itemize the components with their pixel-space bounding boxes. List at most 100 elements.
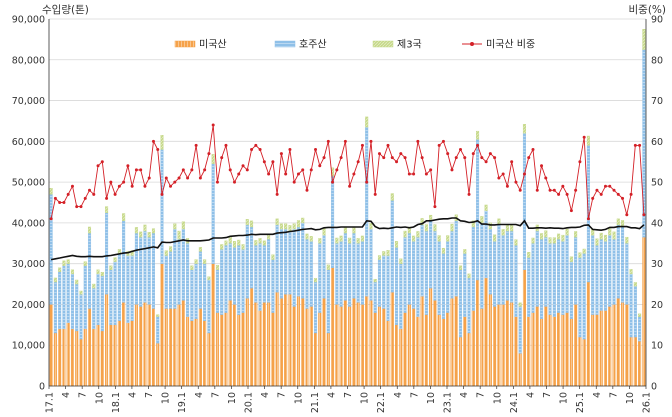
bar-au	[552, 243, 556, 317]
bar-au	[603, 241, 608, 311]
legend: 미국산 호주산 제3국 미국산 비중	[174, 39, 535, 51]
bar-au	[66, 263, 70, 323]
y-left-tick-label: 70,000	[12, 96, 45, 107]
bar-au	[53, 281, 57, 334]
bar-us	[258, 310, 262, 387]
bar-us	[625, 304, 629, 387]
bar-au	[322, 234, 326, 299]
bar-other	[557, 233, 561, 240]
share-point	[331, 180, 335, 184]
share-point	[113, 192, 117, 196]
bar-us	[484, 277, 488, 387]
bar-au	[510, 230, 514, 303]
bar-au	[194, 263, 198, 319]
bar-other	[441, 247, 445, 254]
bar-other	[565, 228, 569, 236]
share-point	[416, 139, 420, 143]
bar-us	[331, 267, 335, 387]
share-point	[540, 164, 544, 168]
bar-au	[412, 241, 416, 309]
share-point	[638, 143, 642, 147]
bar-other	[510, 224, 514, 232]
share-point	[296, 172, 300, 176]
bar-au	[365, 126, 369, 297]
bar-other	[548, 237, 552, 244]
share-point	[382, 156, 386, 160]
bar-other	[241, 244, 245, 250]
bar-au	[369, 228, 373, 301]
bar-other	[450, 223, 454, 232]
bar-au	[117, 253, 121, 321]
bar-au	[109, 269, 113, 326]
bar-au	[203, 263, 207, 321]
share-point	[314, 147, 318, 151]
bar-other	[87, 226, 92, 234]
bar-au	[186, 243, 190, 317]
bar-us	[318, 312, 322, 387]
bar-other	[279, 223, 283, 230]
bar-au	[267, 238, 271, 303]
x-tick-label: 17.1	[45, 392, 56, 413]
bar-other	[194, 259, 198, 264]
bar-other	[105, 206, 109, 213]
bar-au	[279, 228, 283, 299]
bar-us	[454, 296, 458, 387]
share-point	[173, 180, 177, 184]
share-point	[109, 180, 113, 184]
bar-other	[642, 28, 646, 50]
bar-us	[296, 296, 300, 387]
bar-other	[139, 231, 143, 238]
share-point	[66, 192, 70, 196]
bar-au	[134, 232, 138, 305]
bar-us	[279, 298, 283, 387]
bar-other	[522, 124, 526, 134]
bar-us	[160, 263, 164, 387]
x-tick-label: 18.1	[111, 392, 122, 413]
share-point	[642, 213, 646, 217]
x-tick-label: 4	[592, 392, 603, 398]
bar-other	[373, 278, 377, 283]
share-point	[459, 147, 463, 151]
bar-au	[326, 269, 330, 334]
share-point	[254, 143, 258, 147]
share-point	[228, 168, 232, 172]
bar-au	[441, 253, 445, 319]
bar-us	[463, 316, 467, 387]
bar-us	[122, 302, 126, 387]
bar-us	[382, 308, 386, 387]
bar-us	[437, 314, 441, 387]
share-point	[275, 192, 279, 196]
share-point	[582, 135, 586, 139]
x-tick-label: 7	[277, 392, 288, 398]
bar-us	[412, 308, 416, 387]
stacked-bars	[49, 28, 646, 387]
bar-au	[79, 294, 83, 340]
share-point	[309, 168, 313, 172]
bar-au	[493, 241, 497, 307]
bar-other	[352, 227, 356, 234]
x-tick-label: 4	[194, 392, 205, 398]
x-tick-label: 4	[326, 392, 337, 398]
bar-au	[625, 243, 629, 305]
bar-au	[58, 271, 62, 330]
share-point	[535, 188, 539, 192]
bar-au	[548, 243, 552, 315]
bar-other	[365, 116, 369, 128]
bar-other	[629, 269, 633, 275]
x-tick-label: 4	[260, 392, 271, 398]
bar-other	[599, 232, 603, 240]
bar-other	[616, 218, 620, 226]
bar-other	[377, 255, 382, 260]
share-point	[586, 217, 590, 221]
bar-au	[331, 175, 335, 268]
bar-au	[582, 253, 586, 340]
bar-us	[599, 310, 603, 387]
bar-us	[429, 287, 433, 387]
share-point	[356, 160, 360, 164]
bar-au	[463, 253, 467, 317]
bar-au	[288, 230, 292, 295]
bar-us	[488, 294, 492, 387]
y-left-tick-label: 30,000	[12, 259, 45, 270]
bar-us	[522, 269, 526, 387]
